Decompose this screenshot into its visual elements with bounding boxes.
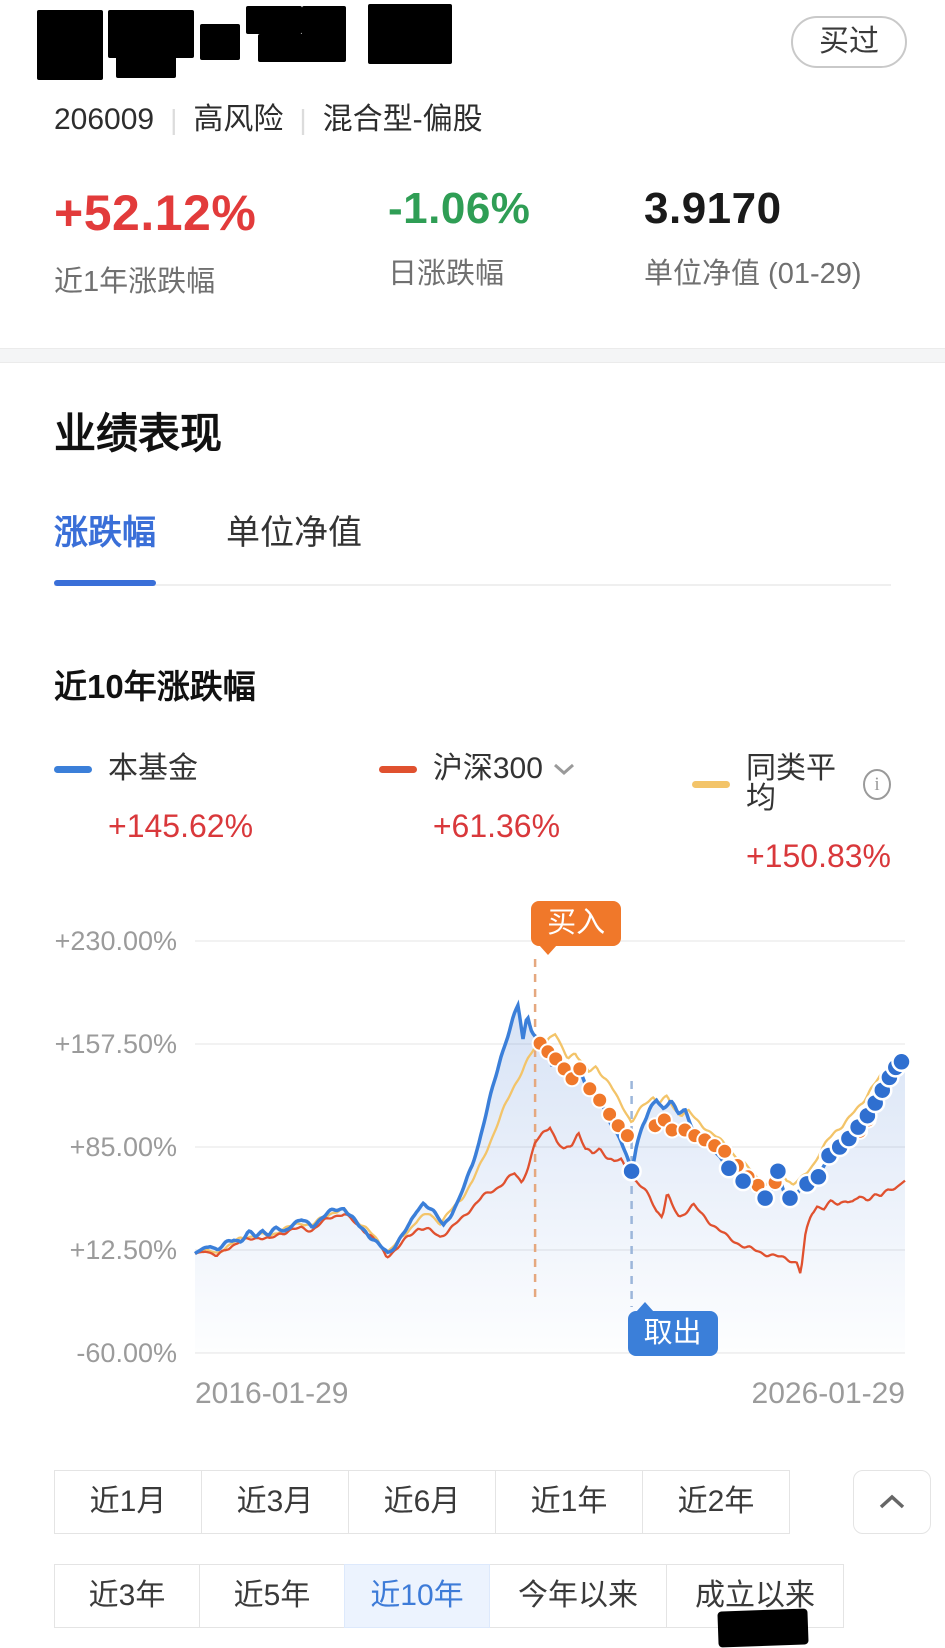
stat-unit-nav: 3.9170 单位净值 (01-29) <box>644 184 891 300</box>
tab-change-rate[interactable]: 涨跌幅 <box>54 505 156 586</box>
period-button[interactable]: 今年以来 <box>489 1564 667 1628</box>
chevron-down-icon[interactable] <box>551 760 577 778</box>
section-divider <box>0 348 945 363</box>
x-axis-end-label: 2026-01-29 <box>752 1377 905 1410</box>
index-line <box>194 1125 906 1274</box>
legend-item-index: 沪深300 +61.36% <box>378 752 692 875</box>
period-button[interactable]: 近2年 <box>642 1470 790 1534</box>
chart-legend: 本基金 +145.62% 沪深300 +61.36% 同类平均 +150.83% <box>54 754 891 875</box>
stat-value: -1.06% <box>388 184 531 233</box>
risk-level: 高风险 <box>193 103 284 136</box>
buy-marker-badge: 买入 <box>531 901 622 955</box>
svg-text:+157.50%: +157.50% <box>55 1029 177 1059</box>
performance-tabs: 涨跌幅 单位净值 <box>54 505 891 586</box>
key-stats: +52.12% 近1年涨跌幅 -1.06% 日涨跌幅 3.9170 单位净值 (… <box>54 184 891 300</box>
stat-1y-return: +52.12% 近1年涨跌幅 <box>54 184 388 300</box>
legend-value: +145.62% <box>108 808 254 844</box>
period-button[interactable]: 近3年 <box>54 1564 200 1628</box>
stat-value: 3.9170 <box>644 184 782 233</box>
stat-label: 单位净值 (01-29) <box>644 258 862 290</box>
fund-type: 混合型-偏股 <box>322 103 483 136</box>
period-button[interactable]: 近10年 <box>344 1564 490 1628</box>
period-button[interactable]: 近5年 <box>199 1564 345 1628</box>
period-button[interactable]: 近3月 <box>201 1470 349 1534</box>
period-selector: 近1月 近3月 近6月 近1年 近2年 近3年 近5年 近10年 今年以来 成立以来 <box>54 1470 931 1648</box>
legend-label: 沪深300 <box>432 752 543 785</box>
period-button[interactable]: 近1月 <box>54 1470 202 1534</box>
average-line-swatch <box>691 780 730 788</box>
legend-item-fund: 本基金 +145.62% <box>54 754 379 875</box>
legend-item-average: 同类平均 +150.83% <box>691 752 891 875</box>
sell-trade-dots <box>621 1051 912 1209</box>
legend-value: +150.83% <box>745 838 891 874</box>
svg-text:+85.00%: +85.00% <box>70 1132 177 1162</box>
performance-chart-canvas[interactable]: +230.00% +157.50% +85.00% +12.50% -60.00% 201… <box>0 901 945 1436</box>
page-header: 买过 <box>37 4 907 92</box>
period-button[interactable]: 近6月 <box>348 1470 496 1534</box>
average-line <box>194 1032 906 1255</box>
stat-value: +52.12% <box>54 185 257 241</box>
tab-unit-nav[interactable]: 单位净值 <box>226 514 362 552</box>
sell-marker-badge: 取出 <box>627 1302 718 1356</box>
svg-text:+12.50%: +12.50% <box>70 1235 177 1265</box>
period-row-1: 近1月 近3月 近6月 近1年 近2年 <box>54 1470 891 1534</box>
bought-badge: 买过 <box>791 16 907 68</box>
performance-chart: +230.00% +157.50% +85.00% +12.50% -60.00% 201… <box>0 901 945 1436</box>
fund-meta: 206009 | 高风险 | 混合型-偏股 <box>54 102 891 138</box>
legend-value: +61.36% <box>432 808 561 844</box>
info-icon[interactable] <box>862 768 891 800</box>
legend-label: 本基金 <box>108 752 198 785</box>
collapse-button[interactable] <box>853 1470 931 1534</box>
index-line-swatch <box>378 765 417 773</box>
stat-daily-change: -1.06% 日涨跌幅 <box>388 184 644 300</box>
stat-label: 近1年涨跌幅 <box>54 266 216 298</box>
x-axis-start-label: 2016-01-29 <box>195 1377 348 1410</box>
chart-title: 近10年涨跌幅 <box>54 668 256 705</box>
fund-code: 206009 <box>54 103 155 136</box>
fund-detail-page: 买过 206009 | 高风险 | 混合型-偏股 +52.12% 近1年涨跌幅 … <box>0 4 945 1648</box>
legend-label: 同类平均 <box>745 752 836 815</box>
period-button[interactable]: 近1年 <box>495 1470 643 1534</box>
fund-line-swatch <box>54 765 92 773</box>
separator: | <box>170 104 178 135</box>
redaction-blob <box>717 1608 809 1648</box>
separator: | <box>299 104 307 135</box>
stat-label: 日涨跌幅 <box>388 258 505 290</box>
fund-area-fill <box>195 1005 905 1353</box>
svg-text:+230.00%: +230.00% <box>55 926 177 956</box>
performance-section-title: 业绩表现 <box>54 410 223 457</box>
chevron-up-icon <box>879 1494 905 1509</box>
svg-text:-60.00%: -60.00% <box>76 1338 177 1368</box>
